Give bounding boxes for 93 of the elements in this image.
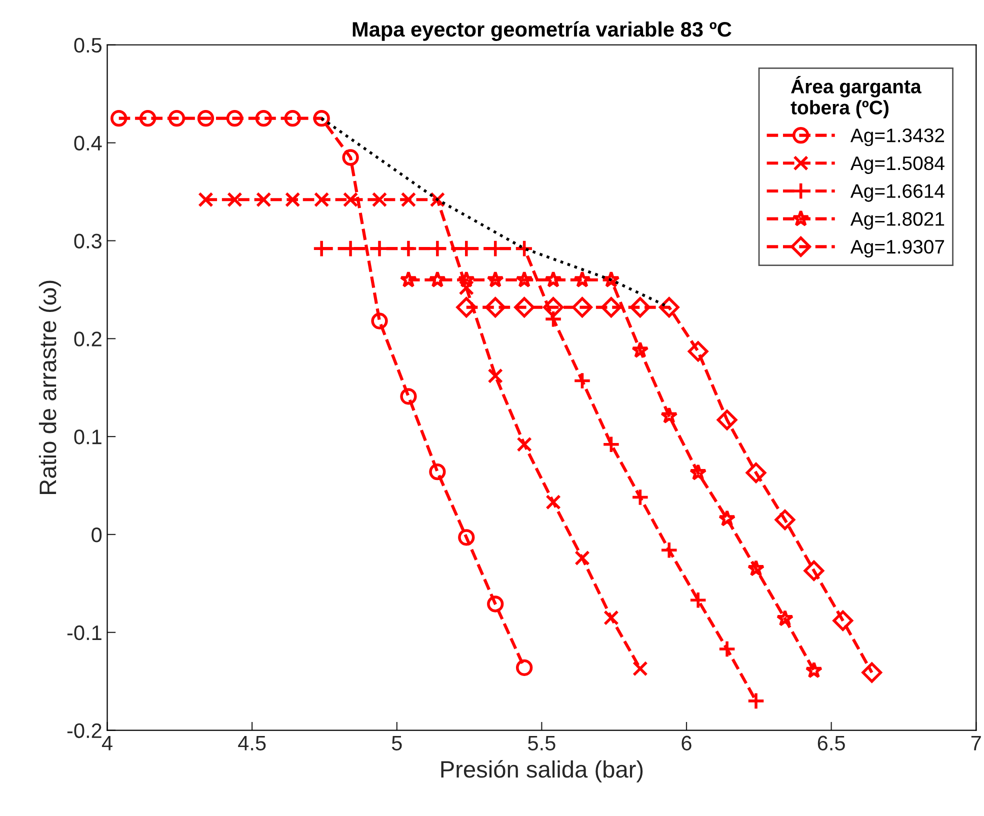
point xyxy=(487,596,504,612)
point xyxy=(660,541,678,560)
point xyxy=(284,192,300,208)
x-tick-label: 5 xyxy=(392,736,402,750)
point xyxy=(284,110,301,127)
legend-label: Ag=1.8021 xyxy=(850,212,944,230)
point xyxy=(574,550,590,566)
point xyxy=(776,610,794,626)
point xyxy=(226,110,244,127)
point xyxy=(514,297,535,318)
y-tick-label: -0.1 xyxy=(67,625,102,640)
y-tick-label: 0.2 xyxy=(74,332,102,346)
point xyxy=(689,591,708,610)
point xyxy=(168,110,186,127)
point xyxy=(256,192,272,208)
point xyxy=(832,610,854,631)
x-tick-label: 4 xyxy=(102,736,112,750)
point xyxy=(544,270,562,288)
point xyxy=(227,192,242,208)
point xyxy=(543,297,564,318)
point xyxy=(546,494,561,510)
point xyxy=(632,341,649,358)
point xyxy=(400,270,418,288)
point xyxy=(631,488,650,506)
point xyxy=(632,660,648,676)
point xyxy=(372,192,388,208)
x-tick-label: 7 xyxy=(971,736,981,750)
point xyxy=(197,110,214,127)
point xyxy=(516,436,532,452)
point xyxy=(544,310,562,328)
point xyxy=(747,560,765,576)
point xyxy=(458,529,475,546)
legend-label: Ag=1.3432 xyxy=(850,128,944,146)
point xyxy=(399,240,418,258)
x-tick-label: 4.5 xyxy=(238,736,266,750)
point xyxy=(371,312,388,330)
x-tick-label: 6 xyxy=(682,736,692,750)
point xyxy=(774,510,796,530)
point xyxy=(400,192,416,208)
point xyxy=(600,297,622,318)
point xyxy=(718,640,736,658)
point xyxy=(342,149,359,166)
y-tick-label: 0.4 xyxy=(74,136,102,151)
point xyxy=(342,192,358,208)
point xyxy=(604,610,619,626)
point xyxy=(516,270,533,288)
point xyxy=(805,662,823,678)
point xyxy=(198,192,214,208)
x-tick-label: 6.5 xyxy=(818,736,845,750)
point xyxy=(458,280,474,296)
point xyxy=(428,270,446,288)
y-tick-label: 0 xyxy=(92,527,102,542)
point xyxy=(139,110,156,127)
legend-label: Ag=1.9307 xyxy=(850,240,944,258)
point xyxy=(255,110,272,127)
point xyxy=(313,110,330,127)
point xyxy=(658,297,680,318)
point xyxy=(716,410,738,430)
x-axis-title: Presión salida (bar) xyxy=(441,760,643,782)
x-tick-label: 5.5 xyxy=(528,736,556,750)
y-tick-label: -0.2 xyxy=(67,723,102,738)
point xyxy=(429,463,446,480)
legend-label: Ag=1.5084 xyxy=(850,156,944,174)
legend-title: Área garganta tobera (ºC) xyxy=(790,76,922,118)
point xyxy=(862,662,882,683)
point xyxy=(718,510,736,526)
point xyxy=(574,270,591,288)
point xyxy=(688,341,708,362)
y-tick-label: 0.3 xyxy=(74,234,102,248)
legend-label: Ag=1.6614 xyxy=(850,184,944,202)
point xyxy=(400,388,417,405)
point xyxy=(314,192,330,208)
y-tick-label: 0.1 xyxy=(74,430,102,444)
point xyxy=(488,368,503,384)
point xyxy=(485,297,506,318)
point xyxy=(573,372,592,390)
point xyxy=(746,462,766,484)
point xyxy=(486,270,504,288)
point xyxy=(516,659,533,676)
point xyxy=(572,297,592,318)
point xyxy=(602,270,620,288)
point xyxy=(458,270,476,288)
y-axis-title: Ratio de arrastre (ω) xyxy=(38,280,61,494)
point xyxy=(456,297,477,318)
point xyxy=(746,692,766,710)
point xyxy=(630,297,650,318)
point xyxy=(689,464,707,480)
y-tick-label: 0.5 xyxy=(74,38,102,53)
point xyxy=(804,560,824,581)
chart-title: Mapa eyector geometría variable 83 ºC xyxy=(352,21,732,41)
point xyxy=(602,435,620,454)
point xyxy=(660,406,678,424)
point xyxy=(110,110,128,127)
